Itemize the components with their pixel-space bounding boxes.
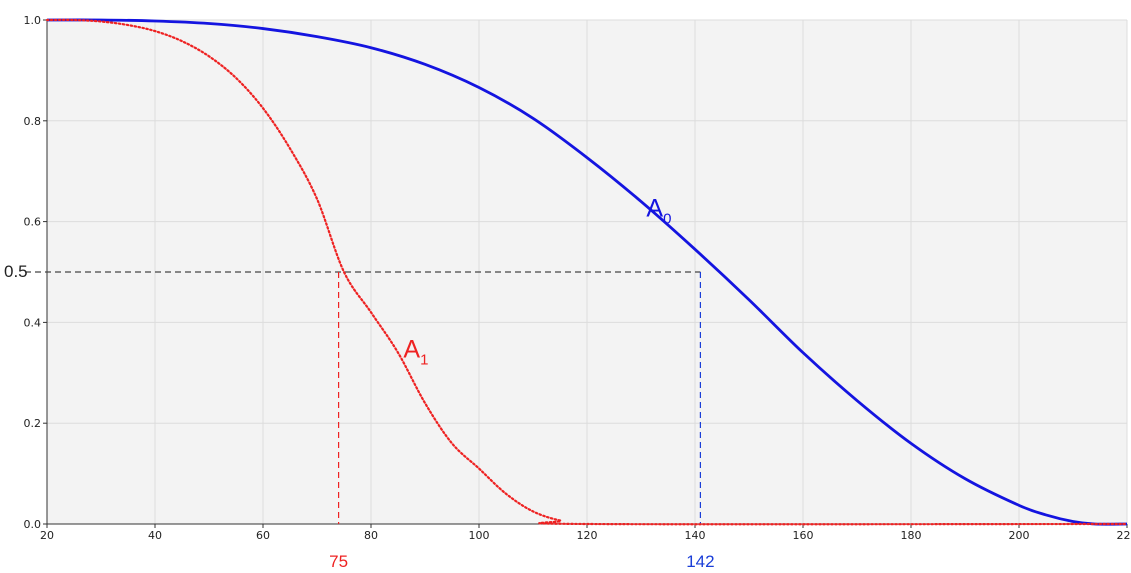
y-tick-label: 0.4 — [24, 316, 42, 329]
median-value-label: 75 — [329, 552, 348, 571]
x-tick-label: 200 — [1009, 529, 1030, 542]
tick-labels: 20 40 60 80 100 120 140 160 180 200 220 0.0 0.2 0.4 0.… — [24, 14, 1131, 542]
series-lines — [45, 18, 1129, 526]
series-label-a0: A0 — [646, 195, 671, 228]
x-tick-label: 20 — [40, 529, 54, 542]
x-tick-label: 160 — [793, 529, 814, 542]
x-tick-label: 180 — [901, 529, 922, 542]
x-tick-label: 60 — [256, 529, 270, 542]
series-label-a1: A1 — [403, 336, 428, 369]
x-tick-label: 100 — [469, 529, 490, 542]
y-tick-label: 0.2 — [24, 417, 42, 430]
x-tick-label: 140 — [685, 529, 706, 542]
y-tick-label: 0.8 — [24, 115, 42, 128]
x-tick-label: 120 — [577, 529, 598, 542]
series-label-letter: A — [403, 336, 420, 364]
x-tick-label: 220 — [1117, 529, 1131, 542]
x-tick-label: 40 — [148, 529, 162, 542]
series-label-letter: A — [646, 195, 663, 223]
series-line-a1 — [45, 18, 1129, 526]
series-line-a0 — [46, 18, 1128, 526]
y-tick-label: 1.0 — [24, 14, 42, 27]
median-value-label: 142 — [686, 552, 714, 571]
y-tick-label: 0.0 — [24, 518, 42, 531]
series-label-subscript: 1 — [420, 352, 428, 369]
x-tick-label: 80 — [364, 529, 378, 542]
series-label-subscript: 0 — [663, 211, 671, 228]
half-level-label: 0.5 — [4, 262, 28, 281]
y-tick-label: 0.6 — [24, 216, 42, 229]
reference-lines: 0.5 75 142 — [4, 262, 715, 571]
